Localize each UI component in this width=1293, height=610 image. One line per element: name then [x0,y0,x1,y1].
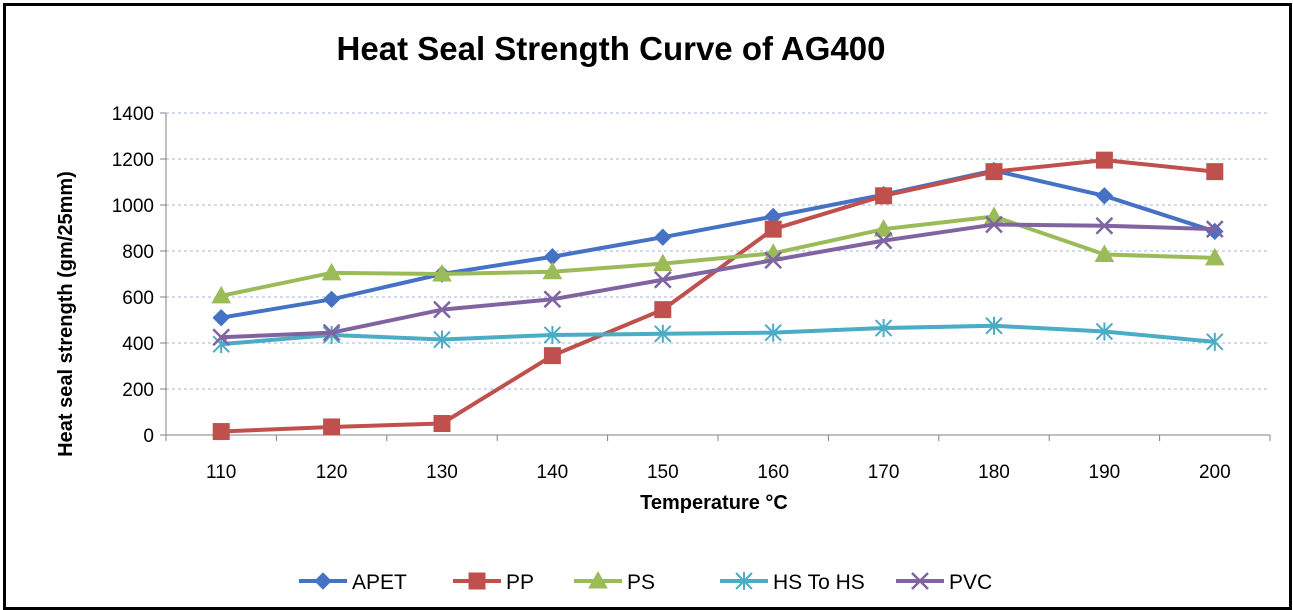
data-point-pp [543,347,561,365]
series-pp [212,151,1224,441]
data-point-hs-to-hs [1095,322,1114,341]
data-point-pvc [874,231,893,250]
data-point-ps [652,253,673,272]
data-point-pvc [433,300,451,319]
data-point-hs-to-hs [433,330,451,349]
data-point-ps [432,263,452,282]
data-point-pp [764,220,782,238]
data-point-pp [212,423,230,441]
x-tick-label: 190 [1089,462,1121,483]
series-ps [211,206,1225,304]
data-point-ps [1094,244,1115,262]
legend-marker [314,572,332,590]
y-axis-ticks: 0 200 400 600 800 1000 1200 1400 [112,104,166,447]
chart-frame: Heat Seal Strength Curve of AG400 0 200 40… [3,3,1292,610]
x-tick-label: 110 [206,462,236,483]
y-tick-label: 200 [122,380,154,401]
legend-label: PP [506,571,534,594]
chart-title: Heat Seal Strength Curve of AG400 [337,30,886,67]
x-tick-label: 120 [316,462,348,483]
data-point-ps [321,262,342,281]
line-chart: Heat Seal Strength Curve of AG400 0 200 40… [55,30,1271,594]
data-point-pp [654,301,672,319]
data-point-pvc [985,215,1003,234]
data-point-hs-to-hs [985,316,1003,335]
data-point-pp [323,418,341,436]
series-line-pvc [221,222,1215,340]
y-axis-label: Heat seal strength (gm/25mm) [55,171,77,457]
y-tick-label: 400 [122,334,154,355]
data-point-ps [211,285,232,304]
data-point-apet [322,290,341,309]
series-line-pp [221,158,1216,434]
data-point-ps [1204,247,1225,266]
series-layer [211,151,1225,441]
data-point-pp [875,187,893,205]
legend-marker [911,572,929,590]
x-tick-label: 180 [978,462,1010,483]
data-point-pvc [322,323,341,342]
data-point-pp [985,163,1003,181]
data-point-pvc [764,251,783,270]
data-point-pvc [212,328,231,347]
data-point-apet [1206,222,1224,241]
x-tick-label: 140 [537,462,569,483]
series-pvc [212,215,1224,347]
legend-marker [588,570,608,589]
series-hs-to-hs [212,316,1224,354]
data-point-hs-to-hs [1206,332,1224,351]
y-tick-label: 0 [143,426,154,447]
x-axis-ticks: 110 120 130 140 150 160 170 180 190 200 [165,435,1271,483]
data-point-pp [433,415,451,432]
data-point-pvc [1095,216,1114,235]
y-tick-label: 600 [122,288,154,309]
series-line-ps [220,214,1215,298]
y-tick-label: 1400 [112,104,154,125]
legend-label: APET [352,571,407,594]
x-tick-label: 160 [757,462,789,483]
data-point-apet [654,228,672,246]
series-line-apet [220,168,1216,320]
x-axis-label: Temperature °C [640,492,788,514]
legend-item-apet: APET [299,571,407,594]
legend-item-ps: PS [574,570,655,594]
x-tick-label: 200 [1199,462,1231,483]
legend-item-pvc: PVC [896,571,992,594]
legend-marker [468,572,486,590]
data-point-hs-to-hs [543,325,562,344]
legend-label: HS To HS [773,571,865,594]
legend: APET PP PS HS To HS PVC [299,570,992,594]
legend-label: PS [627,571,655,594]
data-point-pvc [543,290,562,309]
data-point-ps [542,261,563,280]
data-point-pp [1206,163,1224,181]
data-point-pvc [1205,220,1224,239]
axes [165,113,1270,436]
data-point-hs-to-hs [764,323,782,342]
x-tick-label: 130 [426,462,458,483]
x-tick-label: 150 [647,462,679,483]
x-tick-label: 170 [868,462,900,483]
data-point-hs-to-hs [874,319,893,338]
data-point-hs-to-hs [654,324,672,343]
legend-item-pp: PP [453,571,534,594]
data-point-apet [212,308,230,327]
grid-lines [166,112,1270,390]
data-point-pp [1095,151,1113,169]
y-tick-label: 800 [122,242,154,263]
data-point-ps [873,219,894,237]
legend-label: PVC [949,571,992,594]
data-point-pvc [653,270,672,289]
y-tick-label: 1200 [112,150,154,171]
y-tick-label: 1000 [112,196,154,217]
legend-item-hs-to-hs: HS To HS [720,571,865,594]
legend-marker [735,572,753,590]
data-point-apet [1095,187,1114,205]
series-line-hs-to-hs [221,323,1215,347]
